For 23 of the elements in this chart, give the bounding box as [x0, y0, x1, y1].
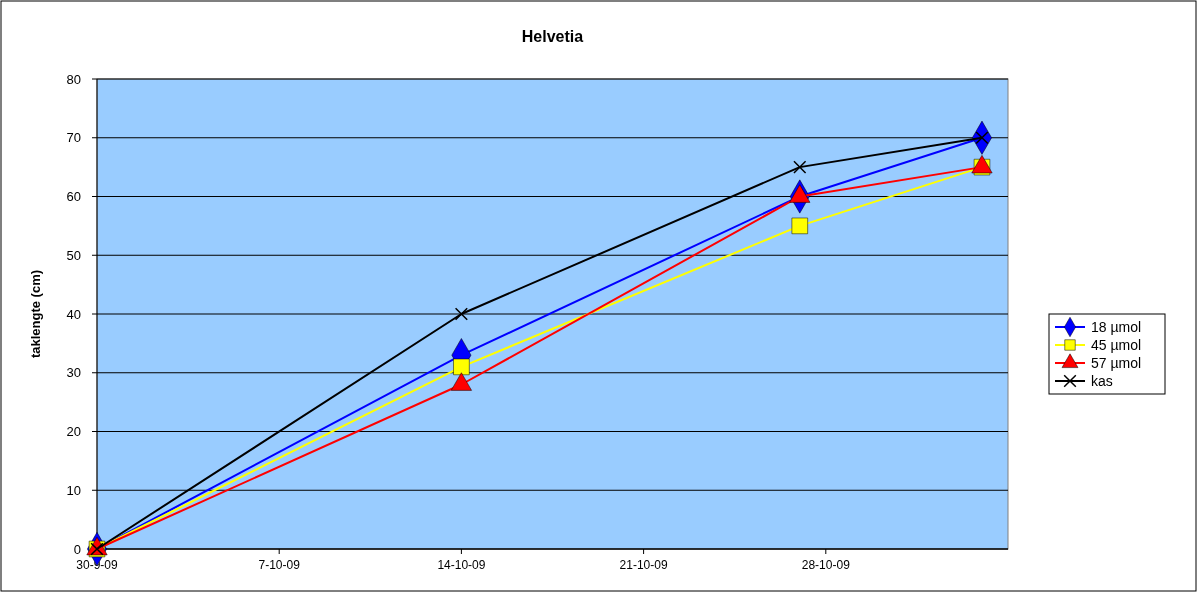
- x-tick-label: 28-10-09: [801, 558, 851, 572]
- y-tick-label: 60: [66, 189, 81, 204]
- point: [453, 358, 470, 376]
- y-tick-label: 80: [66, 71, 81, 87]
- x-tick-label: 21-10-09: [619, 558, 668, 572]
- point: [793, 160, 807, 174]
- x-tick-label: 7-10-09: [258, 558, 301, 572]
- point: [791, 217, 808, 235]
- legend-label: 45 µmol: [1091, 337, 1142, 353]
- chart-title: Helvetia: [521, 28, 584, 45]
- y-tick-label: 70: [66, 130, 81, 146]
- y-tick-label: 40: [66, 306, 81, 322]
- point: [454, 307, 468, 321]
- x-tick-label: 14-10-09: [437, 558, 486, 572]
- legend-label: kas: [1091, 373, 1113, 389]
- y-tick-label: 30: [66, 365, 81, 381]
- y-axis-title: taklengte (cm): [28, 269, 43, 359]
- y-tick-label: 50: [66, 247, 81, 263]
- legend-label: 18 µmol: [1091, 319, 1142, 335]
- y-tick-label: 0: [73, 541, 81, 557]
- y-tick-label: 10: [66, 482, 81, 498]
- legend-label: 57 µmol: [1091, 355, 1142, 371]
- y-tick-label: 20: [66, 424, 81, 439]
